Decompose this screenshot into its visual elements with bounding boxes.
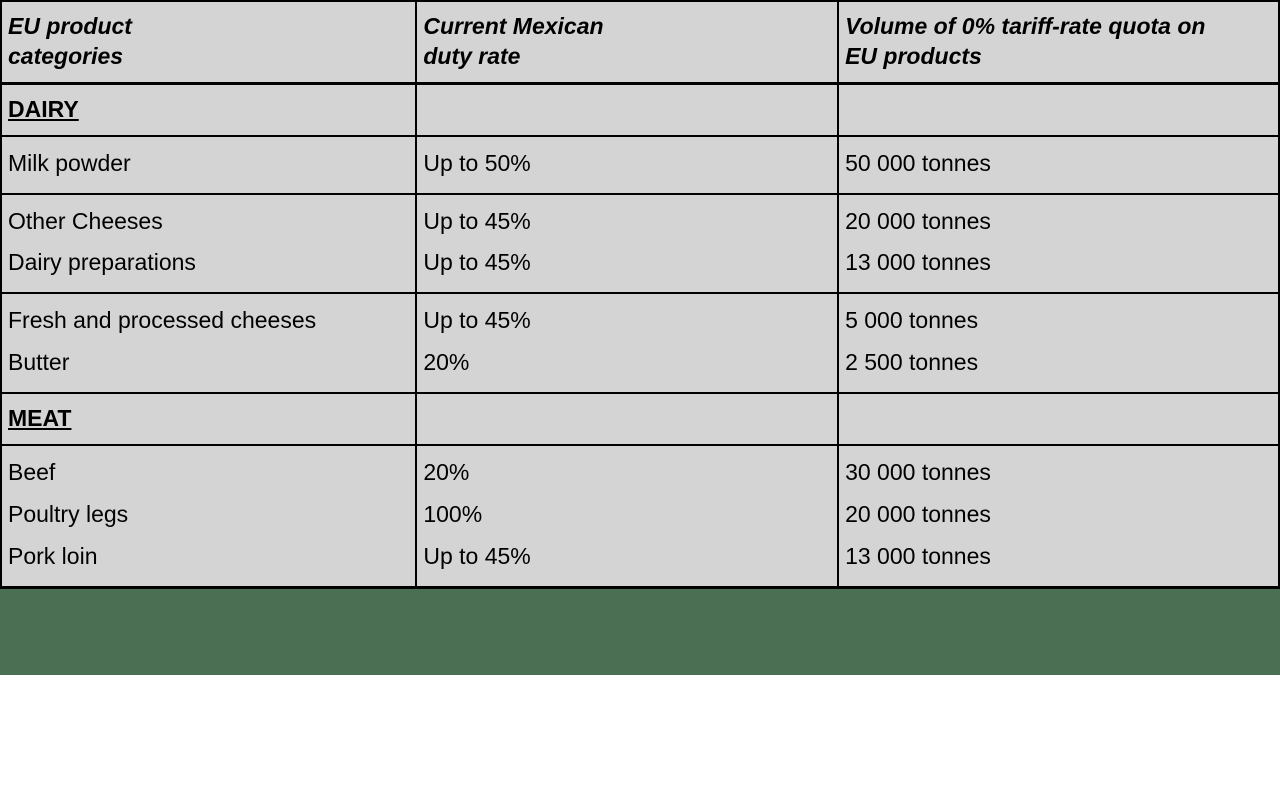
col-header-product: EU product categories bbox=[1, 1, 416, 83]
volume-cell: 2 500 tonnes bbox=[838, 342, 1279, 393]
duty-cell: Up to 45% bbox=[416, 536, 838, 587]
table-header-row: EU product categories Current Mexican du… bbox=[1, 1, 1279, 83]
product-cell: Butter bbox=[1, 342, 416, 393]
duty-cell: 20% bbox=[416, 342, 838, 393]
duty-cell: Up to 45% bbox=[416, 194, 838, 243]
section-header-row: DAIRY bbox=[1, 83, 1279, 135]
col-header-text: categories bbox=[8, 43, 123, 69]
volume-cell: 13 000 tonnes bbox=[838, 536, 1279, 587]
duty-cell: 20% bbox=[416, 445, 838, 494]
section-title: DAIRY bbox=[1, 83, 416, 135]
duty-cell: Up to 45% bbox=[416, 242, 838, 293]
duty-cell: Up to 50% bbox=[416, 136, 838, 194]
table-row: Fresh and processed cheeses Up to 45% 5 … bbox=[1, 293, 1279, 342]
volume-cell: 20 000 tonnes bbox=[838, 494, 1279, 536]
section-header-row: MEAT bbox=[1, 393, 1279, 445]
col-header-duty: Current Mexican duty rate bbox=[416, 1, 838, 83]
product-cell: Pork loin bbox=[1, 536, 416, 587]
volume-cell: 5 000 tonnes bbox=[838, 293, 1279, 342]
col-header-text: duty rate bbox=[423, 43, 520, 69]
duty-cell: 100% bbox=[416, 494, 838, 536]
tariff-table: EU product categories Current Mexican du… bbox=[0, 0, 1280, 589]
col-header-text: EU products bbox=[845, 43, 982, 69]
col-header-volume: Volume of 0% tariff-rate quota on EU pro… bbox=[838, 1, 1279, 83]
col-header-text: Current Mexican bbox=[423, 13, 603, 39]
col-header-text: EU product bbox=[8, 13, 132, 39]
product-cell: Dairy preparations bbox=[1, 242, 416, 293]
volume-cell: 50 000 tonnes bbox=[838, 136, 1279, 194]
table-row: Poultry legs 100% 20 000 tonnes bbox=[1, 494, 1279, 536]
section-title: MEAT bbox=[1, 393, 416, 445]
table-body: DAIRY Milk powder Up to 50% 50 000 tonne… bbox=[1, 83, 1279, 587]
empty-cell bbox=[838, 83, 1279, 135]
col-header-text: Volume of 0% tariff-rate quota on bbox=[845, 13, 1205, 39]
table-row: Butter 20% 2 500 tonnes bbox=[1, 342, 1279, 393]
table-row: Other Cheeses Up to 45% 20 000 tonnes bbox=[1, 194, 1279, 243]
empty-cell bbox=[416, 83, 838, 135]
volume-cell: 20 000 tonnes bbox=[838, 194, 1279, 243]
product-cell: Fresh and processed cheeses bbox=[1, 293, 416, 342]
table-row: Beef 20% 30 000 tonnes bbox=[1, 445, 1279, 494]
table-row: Pork loin Up to 45% 13 000 tonnes bbox=[1, 536, 1279, 587]
product-cell: Other Cheeses bbox=[1, 194, 416, 243]
empty-cell bbox=[838, 393, 1279, 445]
bottom-decorative-band bbox=[0, 589, 1280, 675]
duty-cell: Up to 45% bbox=[416, 293, 838, 342]
volume-cell: 13 000 tonnes bbox=[838, 242, 1279, 293]
product-cell: Beef bbox=[1, 445, 416, 494]
table-row: Milk powder Up to 50% 50 000 tonnes bbox=[1, 136, 1279, 194]
tariff-table-container: EU product categories Current Mexican du… bbox=[0, 0, 1280, 675]
volume-cell: 30 000 tonnes bbox=[838, 445, 1279, 494]
product-cell: Poultry legs bbox=[1, 494, 416, 536]
table-row: Dairy preparations Up to 45% 13 000 tonn… bbox=[1, 242, 1279, 293]
product-cell: Milk powder bbox=[1, 136, 416, 194]
empty-cell bbox=[416, 393, 838, 445]
